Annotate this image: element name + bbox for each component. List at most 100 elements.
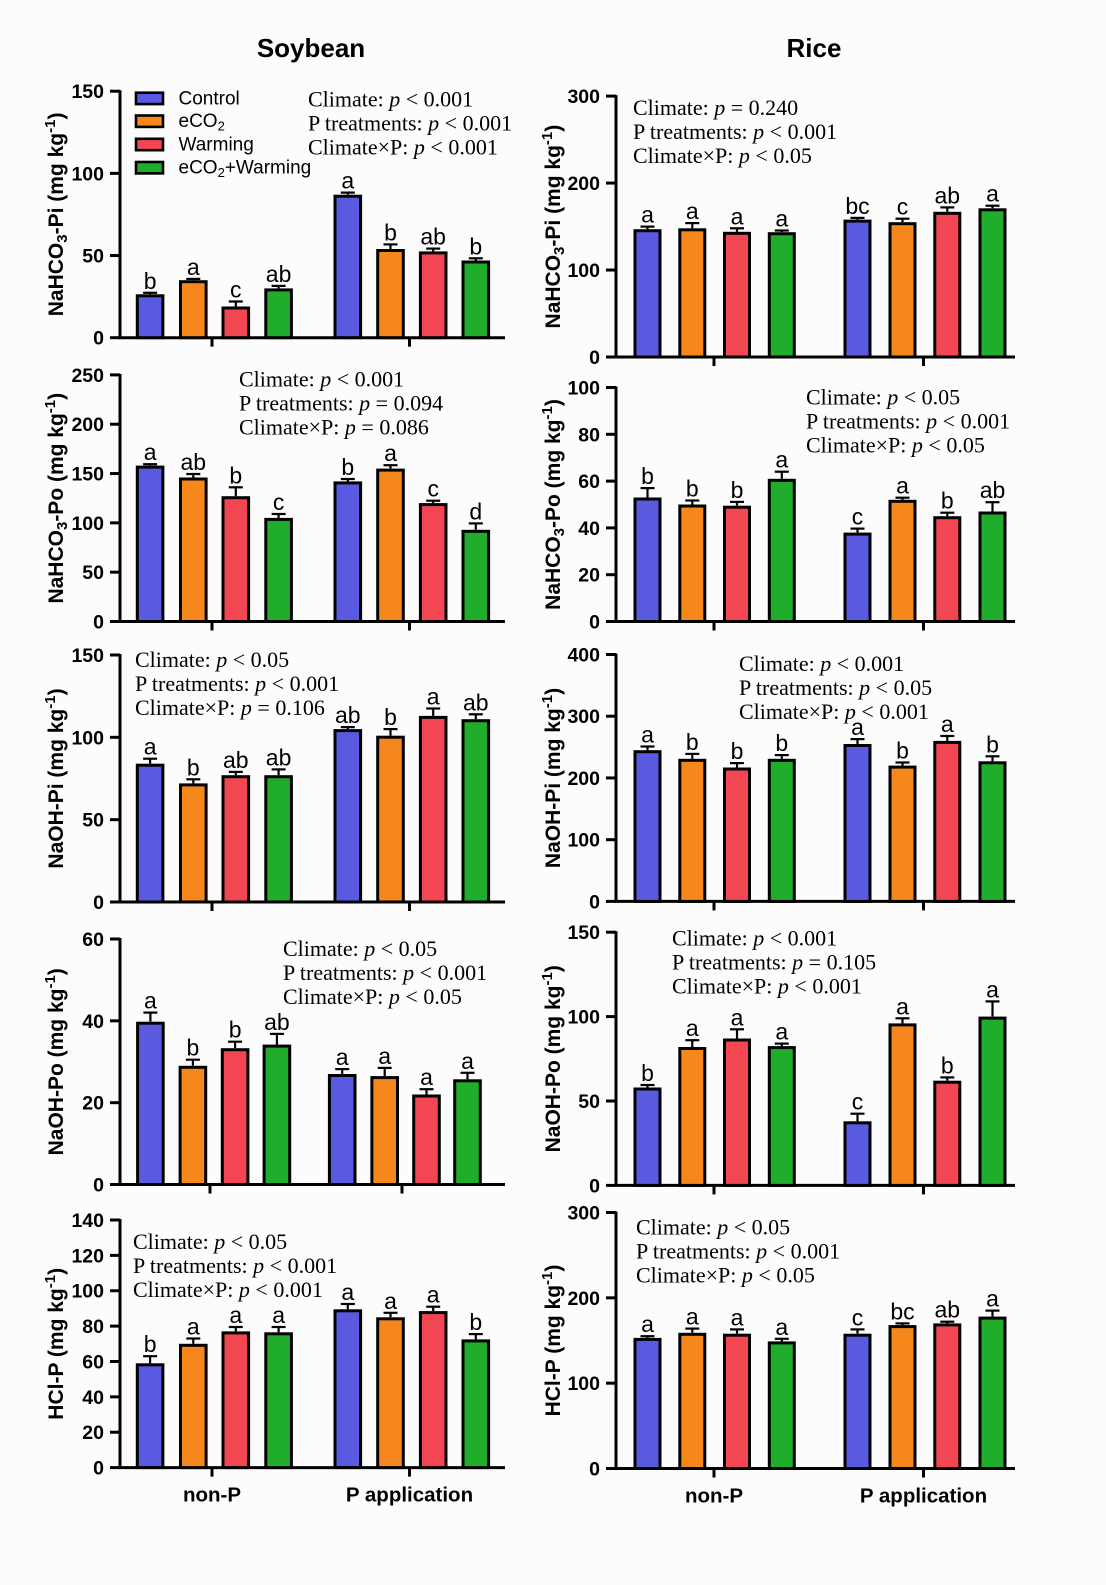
- svg-text:a: a: [986, 976, 999, 1002]
- svg-text:a: a: [686, 198, 699, 224]
- svg-text:b: b: [941, 488, 954, 514]
- svg-text:NaHCO3-Pi (mg kg-1): NaHCO3-Pi (mg kg-1): [42, 113, 71, 317]
- svg-text:ab: ab: [335, 702, 361, 728]
- svg-text:Climate: p < 0.001: Climate: p < 0.001: [672, 926, 837, 951]
- svg-text:0: 0: [93, 1458, 104, 1480]
- svg-text:20: 20: [82, 1093, 104, 1115]
- svg-text:40: 40: [578, 518, 600, 540]
- svg-text:Climate×P: p < 0.001: Climate×P: p < 0.001: [308, 134, 498, 159]
- svg-text:0: 0: [93, 328, 104, 350]
- svg-text:a: a: [686, 1015, 699, 1041]
- svg-text:Climate: p < 0.05: Climate: p < 0.05: [135, 647, 289, 672]
- svg-text:300: 300: [567, 86, 600, 108]
- svg-text:b: b: [187, 1035, 200, 1061]
- svg-text:Climate: p < 0.05: Climate: p < 0.05: [806, 385, 960, 410]
- svg-text:b: b: [469, 233, 482, 259]
- svg-text:a: a: [775, 1314, 788, 1340]
- svg-text:100: 100: [71, 1281, 104, 1303]
- svg-text:50: 50: [82, 246, 104, 268]
- svg-text:a: a: [272, 1302, 285, 1328]
- svg-text:HCl-P (mg kg-1): HCl-P (mg kg-1): [42, 1268, 68, 1420]
- svg-text:b: b: [896, 738, 909, 764]
- svg-text:b: b: [187, 754, 200, 780]
- svg-text:a: a: [384, 1288, 397, 1314]
- svg-text:ab: ab: [935, 1297, 961, 1323]
- svg-text:50: 50: [578, 1091, 600, 1113]
- svg-text:a: a: [187, 1314, 200, 1340]
- svg-text:Climate: p < 0.001: Climate: p < 0.001: [739, 651, 904, 676]
- svg-text:300: 300: [567, 1203, 600, 1225]
- svg-text:c: c: [852, 1089, 864, 1115]
- svg-text:a: a: [144, 439, 157, 465]
- svg-text:ab: ab: [980, 477, 1006, 503]
- svg-text:b: b: [469, 1309, 482, 1335]
- svg-text:P treatments: p < 0.001: P treatments: p < 0.001: [308, 110, 512, 135]
- svg-text:100: 100: [71, 727, 104, 749]
- svg-text:P treatments: p < 0.001: P treatments: p < 0.001: [283, 960, 487, 985]
- svg-text:a: a: [427, 684, 440, 710]
- svg-text:ab: ab: [935, 182, 961, 208]
- svg-text:b: b: [731, 477, 744, 503]
- svg-text:b: b: [144, 1331, 157, 1357]
- svg-text:100: 100: [567, 260, 600, 282]
- svg-text:b: b: [229, 462, 242, 488]
- svg-text:60: 60: [82, 1351, 104, 1373]
- svg-text:b: b: [941, 1052, 954, 1078]
- svg-text:non-P: non-P: [685, 1485, 743, 1508]
- svg-text:b: b: [384, 219, 397, 245]
- svg-text:Climate: p = 0.240: Climate: p = 0.240: [633, 95, 798, 120]
- svg-text:a: a: [378, 1043, 391, 1069]
- svg-text:200: 200: [71, 414, 104, 436]
- svg-text:P treatments: p < 0.001: P treatments: p < 0.001: [133, 1253, 337, 1278]
- svg-text:a: a: [384, 440, 397, 466]
- svg-text:d: d: [469, 498, 482, 524]
- svg-text:100: 100: [567, 378, 600, 400]
- svg-text:200: 200: [567, 1288, 600, 1310]
- svg-text:150: 150: [567, 922, 600, 944]
- svg-text:c: c: [897, 194, 909, 220]
- svg-text:a: a: [775, 447, 788, 473]
- svg-text:NaHCO3-Pi (mg kg-1): NaHCO3-Pi (mg kg-1): [539, 125, 568, 329]
- svg-text:Climate×P: p < 0.05: Climate×P: p < 0.05: [283, 984, 462, 1009]
- svg-text:a: a: [144, 988, 157, 1014]
- svg-text:100: 100: [71, 513, 104, 535]
- svg-text:Climate×P: p < 0.001: Climate×P: p < 0.001: [739, 699, 929, 724]
- svg-text:a: a: [731, 203, 744, 229]
- svg-text:100: 100: [567, 830, 600, 852]
- svg-text:a: a: [731, 1004, 744, 1030]
- svg-text:NaOH-Pi (mg kg-1): NaOH-Pi (mg kg-1): [42, 688, 68, 868]
- svg-text:b: b: [986, 731, 999, 757]
- svg-text:NaHCO3-Po (mg kg-1): NaHCO3-Po (mg kg-1): [539, 399, 568, 610]
- svg-text:140: 140: [71, 1210, 104, 1232]
- svg-text:a: a: [341, 1279, 354, 1305]
- svg-text:a: a: [686, 1304, 699, 1330]
- svg-text:a: a: [187, 254, 200, 280]
- svg-text:ab: ab: [181, 449, 207, 475]
- svg-text:c: c: [273, 489, 285, 515]
- svg-text:50: 50: [82, 562, 104, 584]
- svg-text:ab: ab: [264, 1009, 290, 1035]
- svg-text:100: 100: [567, 1373, 600, 1395]
- svg-text:Climate×P: p < 0.001: Climate×P: p < 0.001: [133, 1277, 323, 1302]
- svg-text:b: b: [686, 476, 699, 502]
- svg-text:a: a: [941, 711, 954, 737]
- svg-text:a: a: [986, 181, 999, 207]
- svg-text:200: 200: [567, 173, 600, 195]
- svg-text:a: a: [461, 1048, 474, 1074]
- svg-text:a: a: [336, 1044, 349, 1070]
- svg-text:ab: ab: [266, 744, 292, 770]
- svg-text:Rice: Rice: [787, 33, 842, 63]
- svg-text:c: c: [852, 504, 864, 530]
- svg-text:b: b: [641, 463, 654, 489]
- svg-text:0: 0: [589, 1175, 600, 1197]
- svg-text:c: c: [852, 1304, 864, 1330]
- svg-text:b: b: [341, 454, 354, 480]
- svg-text:a: a: [775, 206, 788, 232]
- svg-text:b: b: [144, 268, 157, 294]
- svg-text:a: a: [896, 993, 909, 1019]
- svg-text:a: a: [641, 722, 654, 748]
- svg-text:ab: ab: [223, 747, 249, 773]
- svg-text:80: 80: [578, 424, 600, 446]
- svg-text:60: 60: [578, 471, 600, 493]
- svg-text:bc: bc: [845, 193, 869, 219]
